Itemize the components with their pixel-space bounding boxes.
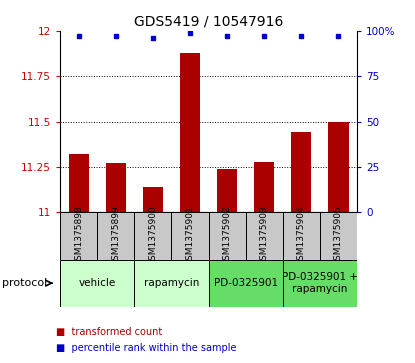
Text: rapamycin: rapamycin	[144, 278, 199, 288]
Text: GSM1375898: GSM1375898	[74, 205, 83, 266]
Text: vehicle: vehicle	[78, 278, 116, 288]
Text: GSM1375904: GSM1375904	[297, 205, 306, 266]
Text: GSM1375900: GSM1375900	[149, 205, 157, 266]
Text: ■  transformed count: ■ transformed count	[56, 327, 162, 337]
Bar	[283, 260, 357, 307]
Bar	[60, 212, 97, 260]
Bar	[291, 132, 312, 212]
Text: GSM1375903: GSM1375903	[260, 205, 269, 266]
Bar	[180, 53, 200, 212]
Bar	[283, 212, 320, 260]
Bar	[105, 163, 126, 212]
Bar	[328, 122, 349, 212]
Bar	[246, 212, 283, 260]
Title: GDS5419 / 10547916: GDS5419 / 10547916	[134, 14, 283, 28]
Bar	[97, 212, 134, 260]
Text: GSM1375902: GSM1375902	[222, 205, 232, 266]
Bar	[171, 212, 209, 260]
Text: GSM1375905: GSM1375905	[334, 205, 343, 266]
Bar	[320, 212, 357, 260]
Text: ■  percentile rank within the sample: ■ percentile rank within the sample	[56, 343, 237, 354]
Bar	[134, 212, 171, 260]
Bar	[68, 154, 89, 212]
Bar	[209, 260, 283, 307]
Bar	[134, 260, 209, 307]
Text: GSM1375901: GSM1375901	[186, 205, 195, 266]
Bar	[209, 212, 246, 260]
Bar	[217, 169, 237, 212]
Bar	[143, 187, 163, 212]
Bar	[60, 260, 134, 307]
Text: GSM1375899: GSM1375899	[111, 205, 120, 266]
Bar	[254, 162, 274, 212]
Text: PD-0325901: PD-0325901	[214, 278, 278, 288]
Text: PD-0325901 +
rapamycin: PD-0325901 + rapamycin	[282, 272, 358, 294]
Text: protocol: protocol	[2, 278, 47, 288]
